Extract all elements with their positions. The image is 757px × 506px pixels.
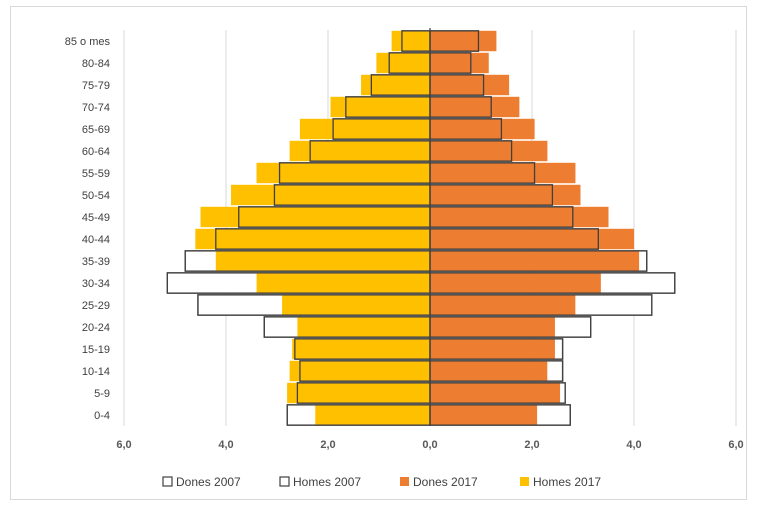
bar-dones-2017-front	[430, 74, 510, 96]
bar-dones-2017-front	[430, 30, 497, 52]
category-label: 45-49	[82, 212, 110, 224]
x-tick-label: 6,0	[728, 439, 743, 451]
bar-dones-2017-front	[430, 52, 489, 74]
category-label: 35-39	[82, 256, 110, 268]
bar-homes-2017-front	[287, 382, 430, 404]
category-label: 15-19	[82, 344, 110, 356]
x-tick-label: 4,0	[218, 439, 233, 451]
bar-dones-2017-front	[430, 206, 609, 228]
legend-swatch-dones-2017	[400, 477, 409, 486]
category-label: 55-59	[82, 168, 110, 180]
bar-dones-2017-front	[430, 338, 555, 360]
bar-dones-2017-front	[430, 316, 555, 338]
category-label: 80-84	[82, 58, 110, 70]
bar-homes-2017-front	[215, 250, 430, 272]
legend-label-homes-2017: Homes 2017	[533, 475, 601, 489]
bar-homes-2017-front	[200, 206, 430, 228]
bar-dones-2017-front	[430, 228, 634, 250]
bar-dones-2017-front	[430, 140, 548, 162]
legend-swatch-homes-2017	[520, 477, 529, 486]
legend: Dones 2007 Homes 2007 Dones 2017 Homes 2017	[162, 475, 601, 489]
x-tick-label: 0,0	[422, 439, 437, 451]
outline-bars	[166, 30, 676, 426]
category-label: 30-34	[82, 278, 110, 290]
category-labels: 85 o mes 80-84 75-79 70-74 65-69 60-64 55-59 50…	[65, 36, 111, 422]
category-label: 75-79	[82, 80, 110, 92]
legend-label-dones-2017: Dones 2017	[413, 475, 478, 489]
bar-dones-2017-front	[430, 250, 640, 272]
legend-swatch-homes-2007	[279, 476, 290, 487]
category-label: 50-54	[82, 190, 110, 202]
bar-homes-2017-front	[297, 316, 430, 338]
category-label: 70-74	[82, 102, 110, 114]
bar-homes-2017-front	[315, 404, 430, 426]
bar-homes-2017-front	[361, 74, 430, 96]
bar-homes-2017-front	[292, 338, 430, 360]
bar-homes-2017-front	[256, 162, 430, 184]
category-label: 85 o mes	[65, 36, 111, 48]
x-tick-labels: 6,0 4,0 2,0 0,0 2,0 4,0 6,0	[116, 439, 743, 451]
bar-dones-2017-front	[430, 118, 535, 140]
bar-dones-2017-front	[430, 360, 548, 382]
bar-dones-2017-front	[430, 404, 538, 426]
bar-dones-2017-front	[430, 96, 520, 118]
legend-swatch-dones-2007	[162, 476, 173, 487]
bar-dones-2017-front	[430, 294, 576, 316]
category-label: 0-4	[94, 410, 110, 422]
x-tick-label: 2,0	[320, 439, 335, 451]
category-label: 20-24	[82, 322, 110, 334]
bar-homes-2017-front	[391, 30, 430, 52]
bar-homes-2017-front	[231, 184, 430, 206]
bar-homes-2017-front	[282, 294, 430, 316]
bar-dones-2017-front	[430, 162, 576, 184]
bar-homes-2017-front	[299, 118, 430, 140]
bar-dones-2017-front	[430, 382, 561, 404]
category-label: 10-14	[82, 366, 110, 378]
bar-homes-2017-front	[195, 228, 430, 250]
bar-homes-2017-front	[376, 52, 430, 74]
x-tick-label: 6,0	[116, 439, 131, 451]
category-label: 5-9	[94, 388, 110, 400]
bar-homes-2017-front	[330, 96, 430, 118]
legend-label-dones-2007: Dones 2007	[176, 475, 241, 489]
bar-homes-2017-front	[256, 272, 430, 294]
category-label: 60-64	[82, 146, 110, 158]
x-tick-label: 4,0	[626, 439, 641, 451]
category-label: 25-29	[82, 300, 110, 312]
grid-lines	[123, 30, 737, 426]
bar-homes-2017-front	[289, 360, 430, 382]
category-label: 65-69	[82, 124, 110, 136]
x-tick-label: 2,0	[524, 439, 539, 451]
bar-dones-2017-front	[430, 184, 581, 206]
legend-label-homes-2007: Homes 2007	[293, 475, 361, 489]
bar-homes-2017-front	[289, 140, 430, 162]
category-label: 40-44	[82, 234, 110, 246]
bar-dones-2017-front	[430, 272, 601, 294]
